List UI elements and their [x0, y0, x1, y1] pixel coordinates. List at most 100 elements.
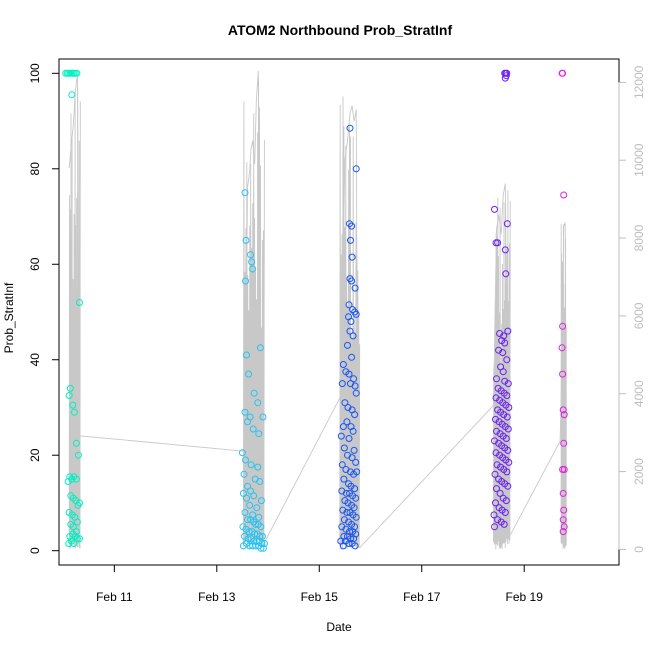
data-point	[259, 413, 267, 421]
data-point	[559, 489, 567, 497]
data-point	[257, 523, 265, 531]
data-point	[504, 425, 512, 433]
data-point	[351, 284, 359, 292]
data-point	[256, 344, 264, 352]
data-point	[559, 406, 567, 414]
data-point	[241, 408, 249, 416]
data-point	[72, 439, 80, 447]
data-point	[348, 277, 356, 285]
data-point	[352, 389, 360, 397]
secondary-y-tick-label: 0	[632, 546, 646, 553]
y-tick-label: 40	[28, 353, 42, 367]
data-point	[351, 542, 359, 550]
x-axis-label: Date	[326, 620, 352, 634]
data-point	[345, 435, 353, 442]
data-point	[493, 485, 500, 493]
data-point	[503, 356, 511, 364]
data-point	[255, 430, 263, 438]
data-point	[239, 489, 247, 497]
data-point	[503, 413, 511, 421]
y-tick-label: 60	[28, 257, 42, 271]
secondary-y-tick-label: 2000	[632, 458, 646, 485]
data-point	[352, 513, 360, 521]
data-point	[247, 461, 255, 469]
data-point	[352, 165, 360, 173]
data-point	[559, 69, 567, 77]
data-point	[345, 301, 353, 309]
data-point	[65, 392, 73, 399]
data-point	[500, 332, 508, 340]
data-point	[338, 461, 346, 469]
data-point	[560, 523, 568, 531]
data-point	[560, 466, 568, 473]
secondary-y-tick-label: 6000	[632, 302, 646, 329]
data-point	[65, 540, 73, 547]
data-point	[340, 516, 348, 524]
data-point	[342, 489, 350, 497]
data-point	[244, 516, 251, 524]
secondary-line-layer	[68, 70, 567, 550]
data-point	[75, 451, 82, 459]
data-point	[500, 411, 508, 419]
x-tick-label: Feb 17	[403, 590, 441, 604]
data-point	[492, 449, 500, 457]
data-point	[244, 418, 251, 426]
data-point	[505, 404, 513, 411]
data-point	[504, 327, 512, 335]
data-point	[505, 458, 513, 466]
data-point	[348, 353, 356, 361]
data-point	[350, 375, 358, 383]
data-point	[242, 236, 250, 244]
data-point	[351, 411, 359, 419]
data-point	[256, 478, 264, 485]
data-point	[340, 475, 348, 483]
data-point	[73, 535, 81, 543]
data-point	[494, 239, 502, 247]
data-point	[503, 392, 511, 399]
data-point	[244, 535, 252, 543]
data-point	[238, 449, 246, 457]
data-point	[347, 318, 355, 325]
data-point	[491, 205, 498, 213]
data-point	[250, 492, 258, 500]
data-point	[344, 341, 351, 349]
data-point	[560, 191, 568, 199]
data-point	[501, 509, 509, 516]
data-point	[351, 485, 359, 493]
data-point	[261, 540, 268, 547]
data-point	[501, 339, 509, 347]
data-point	[248, 258, 256, 266]
data-point	[240, 470, 248, 478]
data-point	[501, 246, 509, 254]
data-point	[503, 468, 511, 476]
data-point	[249, 425, 257, 433]
data-point	[352, 310, 360, 318]
data-point	[259, 544, 267, 552]
data-point	[352, 458, 360, 466]
data-point	[76, 499, 83, 507]
data-point	[346, 124, 354, 132]
data-point	[241, 189, 249, 197]
data-point	[500, 520, 508, 528]
data-point	[494, 516, 502, 524]
data-point	[493, 375, 500, 383]
data-point	[501, 377, 509, 385]
y-tick-label: 0	[28, 547, 42, 554]
secondary-y-tick-label: 8000	[632, 224, 646, 251]
data-point	[339, 361, 347, 368]
points-layer	[62, 69, 568, 552]
data-point	[64, 478, 72, 485]
data-point	[253, 504, 261, 512]
data-point	[255, 513, 263, 521]
data-point	[241, 509, 249, 516]
data-point	[353, 468, 361, 476]
data-point	[258, 532, 266, 540]
data-point	[243, 351, 250, 359]
data-point	[245, 528, 253, 536]
data-point	[492, 499, 499, 507]
data-point	[249, 265, 257, 273]
data-point	[559, 528, 567, 536]
data-point	[257, 544, 265, 552]
data-point	[348, 222, 356, 230]
